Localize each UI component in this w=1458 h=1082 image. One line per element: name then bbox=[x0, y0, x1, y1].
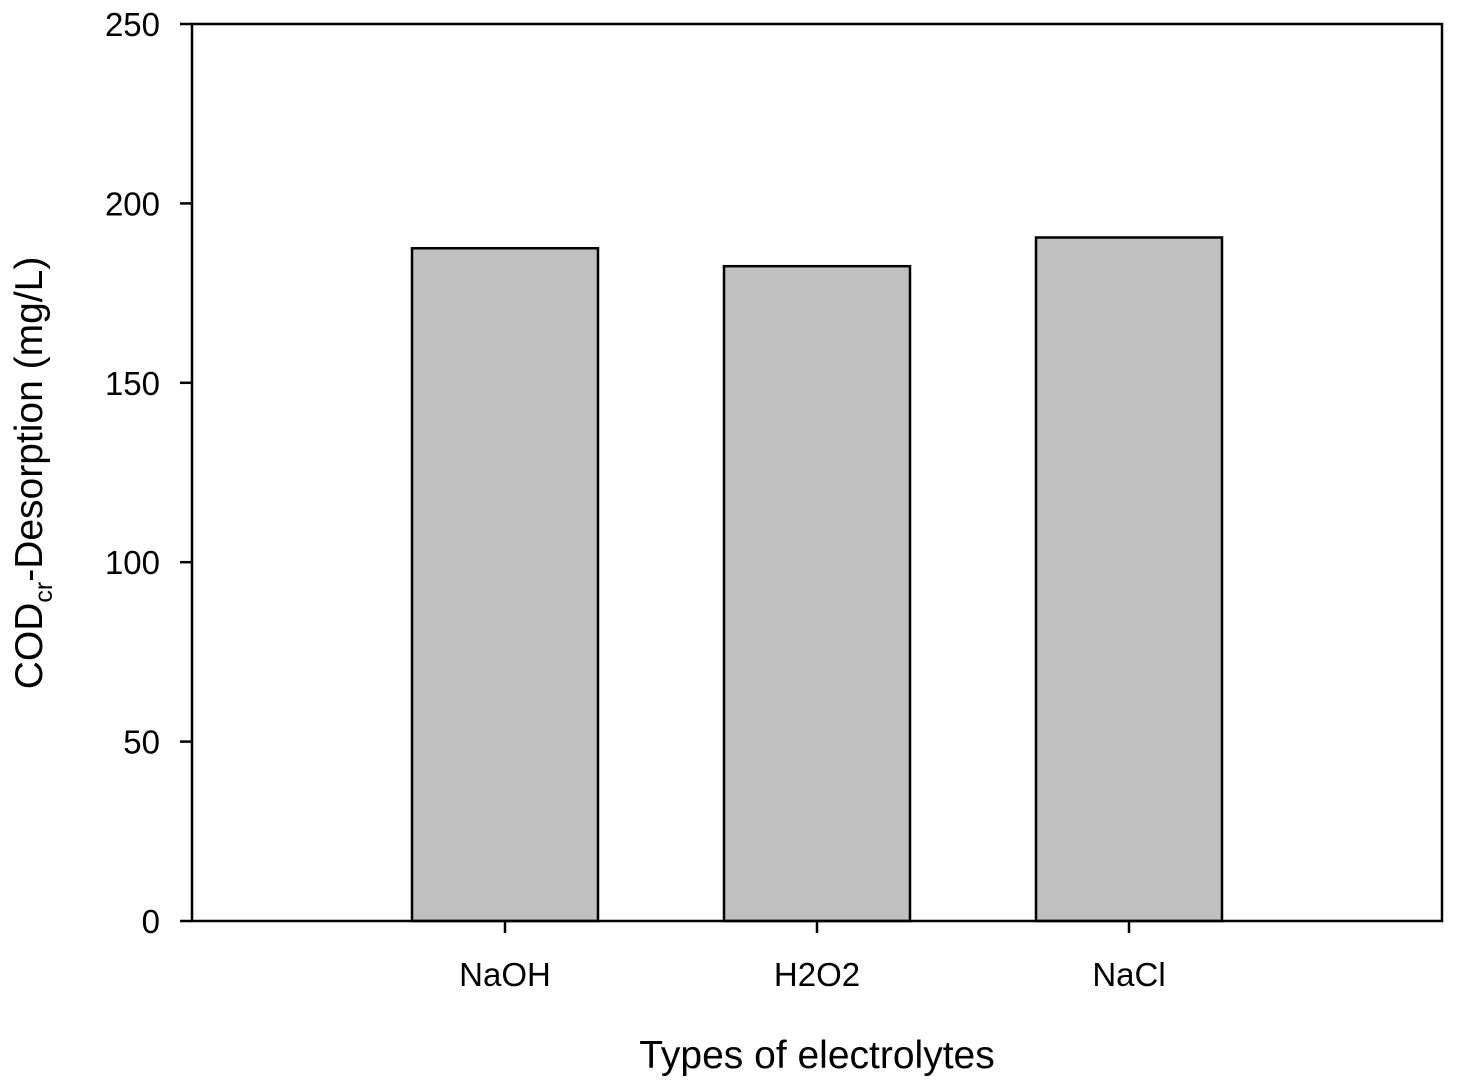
y-axis-title: CODcr-Desorption (mg/L) bbox=[8, 257, 58, 690]
y-tick-label: 150 bbox=[105, 365, 160, 402]
bar-h2o2 bbox=[722, 264, 912, 923]
x-axis-title: Types of electrolytes bbox=[639, 1034, 995, 1077]
y-tick-label: 0 bbox=[142, 903, 160, 940]
x-axis: NaOH H2O2 NaCl bbox=[459, 921, 1166, 993]
x-tick-label: NaCl bbox=[1092, 956, 1165, 993]
bar-naoh bbox=[410, 247, 600, 923]
y-axis-title-rest: -Desorption (mg/L) bbox=[8, 257, 51, 582]
x-tick-label: H2O2 bbox=[774, 956, 860, 993]
y-axis-title-main: COD bbox=[8, 603, 51, 690]
x-tick-label: NaOH bbox=[459, 956, 551, 993]
y-axis-title-subscript: cr bbox=[30, 582, 58, 603]
y-tick-label: 200 bbox=[105, 185, 160, 222]
y-tick-label: 100 bbox=[105, 544, 160, 581]
y-axis: 0 50 100 150 200 250 bbox=[105, 6, 192, 940]
bar-nacl bbox=[1034, 236, 1224, 923]
y-tick-label: 250 bbox=[105, 6, 160, 43]
bars-layer bbox=[410, 236, 1224, 923]
y-tick-label: 50 bbox=[123, 724, 160, 761]
